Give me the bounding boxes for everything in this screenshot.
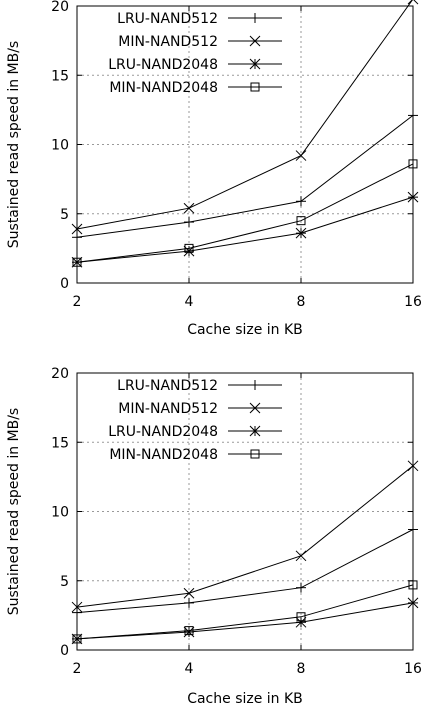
series-line-MIN-NAND512 xyxy=(76,465,414,608)
y-tick-label-4: 20 xyxy=(51,366,69,382)
series-line-MIN-NAND2048 xyxy=(76,163,414,263)
marker-cross-1-0 xyxy=(71,223,83,235)
marker-cross-2-legend-1 xyxy=(249,402,261,414)
y-tick-label-1: 5 xyxy=(60,207,69,223)
marker-plus-1-3 xyxy=(408,110,418,121)
legend-label-MIN-NAND512: MIN-NAND512 xyxy=(118,34,218,50)
legend-label-LRU-NAND512: LRU-NAND512 xyxy=(117,11,218,27)
marker-star-2-3 xyxy=(407,597,419,609)
marker-plus-1-legend-0 xyxy=(250,13,260,23)
marker-square-2-legend-3 xyxy=(250,449,260,459)
series-LRU-NAND512 xyxy=(72,110,418,243)
y-tick-label-0: 0 xyxy=(60,643,69,659)
marker-plus-2-3 xyxy=(408,524,418,535)
y-tick-label-0: 0 xyxy=(60,276,69,292)
series-LRU-NAND512 xyxy=(72,524,418,618)
series-line-LRU-NAND512 xyxy=(76,529,414,614)
marker-plus-1-2 xyxy=(296,196,306,207)
marker-square-1-legend-3 xyxy=(250,82,260,92)
x-tick-label-3: 16 xyxy=(404,661,421,677)
series-line-LRU-NAND2048 xyxy=(76,602,414,640)
series-LRU-NAND2048 xyxy=(71,597,419,645)
marker-star-1-3 xyxy=(407,191,419,203)
x-axis-label: Cache size in KB xyxy=(187,691,303,707)
series-LRU-NAND2048 xyxy=(71,191,419,268)
chart-panel-1: 0 5 10 15 20 2 4 8 16 Cache size in KB Sustained r… xyxy=(6,0,421,338)
marker-plus-2-1 xyxy=(184,597,194,608)
marker-square-1-2 xyxy=(296,216,306,226)
legend: LRU-NAND512 MIN-NAND512 LRU-NAND2048 MIN-NA… xyxy=(108,11,282,96)
marker-square-2-3 xyxy=(408,580,418,590)
marker-cross-1-legend-1 xyxy=(249,35,261,47)
marker-cross-1-1 xyxy=(183,202,195,214)
marker-cross-2-1 xyxy=(183,587,195,599)
x-tick-label-2: 8 xyxy=(297,294,306,310)
legend: LRU-NAND512 MIN-NAND512 LRU-NAND2048 MIN-NA… xyxy=(108,378,282,463)
marker-cross-2-0 xyxy=(71,601,83,613)
y-tick-label-2: 10 xyxy=(51,505,69,521)
series-line-MIN-NAND2048 xyxy=(76,584,414,640)
marker-square-2-2 xyxy=(296,612,306,622)
marker-square-1-1 xyxy=(184,243,194,253)
y-axis-label: Sustained read speed in MB/s xyxy=(6,408,22,615)
marker-plus-1-0 xyxy=(72,232,82,243)
series-line-MIN-NAND512 xyxy=(76,0,413,230)
marker-plus-2-legend-0 xyxy=(250,380,260,390)
legend-label-LRU-NAND2048: LRU-NAND2048 xyxy=(108,424,218,440)
series-MIN-NAND2048 xyxy=(72,159,418,267)
chart-panel-2: 0 5 10 15 20 2 4 8 16 Cache size in KB Sustained r… xyxy=(6,366,421,707)
y-tick-label-3: 15 xyxy=(51,68,69,84)
marker-square-2-1 xyxy=(184,626,194,636)
marker-star-2-0 xyxy=(71,633,83,645)
legend-label-LRU-NAND512: LRU-NAND512 xyxy=(117,378,218,394)
y-tick-label-2: 10 xyxy=(51,138,69,154)
legend-label-MIN-NAND2048: MIN-NAND2048 xyxy=(109,447,218,463)
marker-plus-2-2 xyxy=(296,582,306,593)
marker-plus-2-0 xyxy=(72,607,82,618)
marker-star-2-2 xyxy=(295,616,307,628)
marker-cross-1-2 xyxy=(295,150,307,161)
marker-square-1-3 xyxy=(408,159,418,169)
marker-star-1-2 xyxy=(295,227,307,239)
legend-label-MIN-NAND512: MIN-NAND512 xyxy=(118,401,218,417)
x-tick-label-0: 2 xyxy=(73,294,82,310)
x-axis-label: Cache size in KB xyxy=(187,322,303,338)
marker-star-2-legend-2 xyxy=(249,425,261,437)
marker-cross-2-3 xyxy=(407,460,419,472)
marker-star-1-legend-2 xyxy=(249,58,261,70)
x-tick-label-3: 16 xyxy=(404,294,421,310)
x-tick-label-2: 8 xyxy=(297,661,306,677)
series-MIN-NAND2048 xyxy=(72,580,418,644)
series-line-LRU-NAND2048 xyxy=(76,196,414,263)
x-tick-label-1: 4 xyxy=(185,661,194,677)
y-tick-label-1: 5 xyxy=(60,574,69,590)
marker-cross-2-2 xyxy=(295,550,307,562)
marker-plus-1-1 xyxy=(184,217,194,228)
y-axis-label: Sustained read speed in MB/s xyxy=(6,41,22,248)
series-MIN-NAND512 xyxy=(71,460,419,613)
marker-square-2-0 xyxy=(72,634,82,644)
marker-star-2-1 xyxy=(183,626,195,638)
series-line-LRU-NAND512 xyxy=(76,115,414,238)
x-tick-label-1: 4 xyxy=(185,294,194,310)
legend-label-MIN-NAND2048: MIN-NAND2048 xyxy=(109,80,218,96)
y-tick-label-3: 15 xyxy=(51,435,69,451)
marker-square-1-0 xyxy=(72,257,82,267)
series-MIN-NAND512 xyxy=(71,0,419,235)
legend-label-LRU-NAND2048: LRU-NAND2048 xyxy=(108,57,218,73)
x-tick-label-0: 2 xyxy=(73,661,82,677)
y-tick-label-4: 20 xyxy=(51,0,69,15)
marker-cross-1-3 xyxy=(407,0,419,5)
